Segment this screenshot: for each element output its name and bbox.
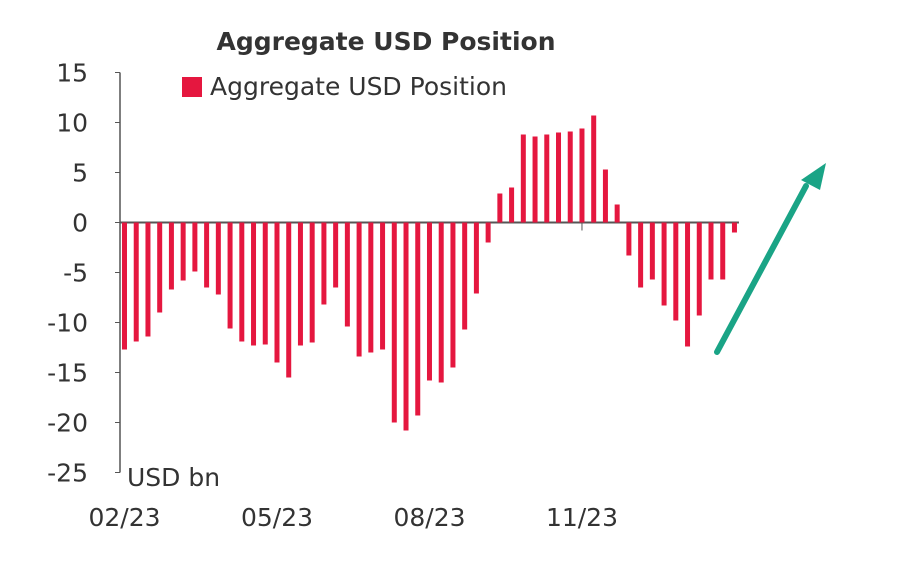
bar (497, 193, 503, 223)
y-tick-label: 15 (56, 59, 88, 88)
bar (239, 222, 245, 342)
bar (473, 222, 479, 294)
legend-swatch (182, 77, 202, 97)
bar (685, 222, 691, 347)
y-axis-tick-labels: 15 10 5 0 -5 -10 -15 -20 -25 (47, 59, 88, 488)
bar (591, 115, 597, 223)
bar (380, 222, 386, 350)
bar (720, 222, 726, 280)
bar (649, 222, 655, 280)
y-tick-label: 10 (56, 109, 88, 138)
bar (145, 222, 151, 337)
bar (368, 222, 374, 353)
bar (450, 222, 456, 368)
trend-arrow-shaft (714, 183, 809, 355)
bar (509, 187, 515, 223)
bar (567, 131, 573, 223)
y-tick-label: 0 (72, 209, 88, 238)
bar (696, 222, 702, 316)
bar (204, 222, 210, 288)
bar (626, 222, 632, 256)
x-tick-label: 08/23 (393, 503, 465, 532)
bar (661, 222, 667, 306)
bar (602, 169, 608, 223)
y-tick-label: -10 (47, 309, 88, 338)
unit-label: USD bn (127, 463, 220, 492)
bar (415, 222, 421, 416)
bar (579, 128, 585, 223)
bar (297, 222, 303, 346)
bar (708, 222, 714, 280)
bar (438, 222, 444, 383)
bar (192, 222, 198, 272)
bar (309, 222, 315, 343)
bar (403, 222, 409, 431)
bar (673, 222, 679, 321)
bar (180, 222, 186, 281)
bar (227, 222, 233, 329)
bar (532, 136, 538, 223)
bar (321, 222, 327, 305)
y-tick-label: -15 (47, 359, 88, 388)
bar (520, 134, 526, 223)
bar (544, 134, 550, 223)
y-tick-label: -25 (47, 459, 88, 488)
bar (344, 222, 350, 327)
x-tick-label: 05/23 (241, 503, 313, 532)
chart-title: Aggregate USD Position (216, 27, 555, 56)
bar (157, 222, 163, 313)
x-tick-label: 11/23 (546, 503, 618, 532)
y-tick-label: 5 (72, 159, 88, 188)
y-tick-label: -5 (63, 259, 88, 288)
trend-arrow (714, 163, 826, 355)
legend-label: Aggregate USD Position (210, 72, 507, 101)
bar (356, 222, 362, 357)
y-tick-label: -20 (47, 409, 88, 438)
bar (614, 204, 620, 223)
bar (251, 222, 257, 346)
bar (133, 222, 139, 342)
x-axis-tick-labels: 02/23 05/23 08/23 11/23 (88, 503, 618, 532)
bar (731, 222, 737, 233)
bar (262, 222, 268, 345)
x-tick-label: 02/23 (88, 503, 160, 532)
bar (286, 222, 292, 378)
bar (485, 222, 491, 243)
bar (215, 222, 221, 295)
legend: Aggregate USD Position (182, 72, 507, 101)
bar (426, 222, 432, 381)
trend-arrow-head (801, 163, 826, 190)
bar (391, 222, 397, 423)
bar (462, 222, 468, 330)
bars (122, 115, 737, 431)
bar (333, 222, 339, 288)
bar (274, 222, 280, 363)
bar (122, 222, 127, 350)
bar (556, 132, 562, 223)
bar (168, 222, 174, 290)
bar (638, 222, 644, 288)
